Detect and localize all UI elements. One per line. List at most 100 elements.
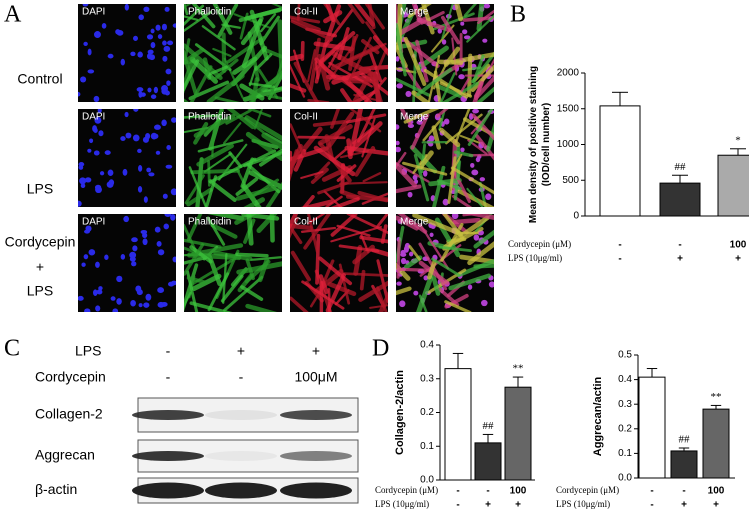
nucleus — [488, 281, 494, 288]
nucleus — [122, 168, 128, 176]
bar — [474, 442, 502, 481]
fiber — [441, 4, 454, 40]
fiber — [353, 4, 376, 27]
nucleus — [396, 83, 403, 89]
fiber — [189, 65, 213, 102]
y-axis-label: Aggrecan/actin — [592, 376, 604, 456]
cells — [396, 109, 494, 207]
fiber — [396, 239, 401, 279]
y-tick-label: 0.3 — [618, 399, 632, 410]
fiber — [223, 57, 244, 99]
image-label: DAPI — [82, 112, 105, 123]
band — [132, 451, 204, 461]
cells — [290, 214, 388, 312]
image-bg — [78, 4, 176, 102]
nucleus — [150, 94, 157, 99]
fiber — [256, 214, 278, 234]
nucleus — [161, 23, 168, 31]
fiber — [269, 214, 275, 243]
fiber — [222, 122, 242, 145]
band — [205, 482, 277, 499]
fiber — [473, 229, 494, 249]
nucleus — [403, 245, 409, 253]
nucleus — [87, 48, 92, 56]
nucleus — [148, 54, 156, 61]
nucleus — [153, 86, 159, 94]
cells — [184, 4, 282, 102]
nucleus — [396, 124, 400, 130]
fiber — [261, 132, 282, 151]
fiber — [184, 4, 205, 26]
fiber — [347, 36, 372, 83]
nucleus — [147, 49, 154, 55]
fiber — [348, 33, 359, 54]
nucleus — [165, 164, 173, 169]
condition-value: - — [682, 486, 685, 497]
y-tick-label: 0.0 — [420, 475, 434, 486]
nucleus — [94, 184, 102, 190]
fiber — [184, 291, 192, 309]
fiber — [213, 250, 253, 262]
fiber — [369, 71, 383, 102]
fiber — [300, 199, 333, 207]
nucleus — [137, 185, 143, 193]
micrograph: Col-II — [290, 109, 388, 207]
bar — [638, 376, 666, 479]
fiber — [184, 47, 205, 65]
fiber — [403, 36, 427, 86]
fiber — [235, 252, 269, 258]
nucleus — [87, 69, 95, 74]
nucleus — [443, 118, 450, 125]
band — [205, 451, 277, 461]
image-label: Phalloidin — [188, 7, 231, 18]
fiber — [290, 296, 309, 312]
fiber — [423, 68, 469, 99]
condition-value: + — [713, 500, 719, 511]
condition-value: + — [312, 343, 320, 359]
nucleus — [166, 80, 171, 86]
nucleus — [107, 169, 114, 176]
fiber — [436, 286, 460, 307]
fiber — [313, 41, 354, 52]
image-bg — [78, 109, 176, 207]
fiber — [359, 269, 366, 291]
fiber — [210, 223, 238, 239]
condition-value: + — [515, 500, 521, 511]
fiber — [244, 115, 282, 142]
fiber — [450, 166, 494, 195]
nucleus — [78, 162, 85, 167]
bar — [670, 450, 698, 479]
fiber — [477, 9, 494, 25]
panel-label: D — [372, 336, 389, 362]
nucleus — [84, 229, 90, 234]
image-label: Col-II — [294, 217, 318, 228]
condition-value: 100 — [730, 240, 747, 251]
bar — [717, 154, 749, 217]
nucleus — [407, 191, 413, 198]
micrograph: Col-II — [290, 214, 388, 312]
fiber — [417, 150, 434, 171]
y-tick-label: 1500 — [557, 103, 580, 114]
bar — [659, 182, 701, 217]
nucleus — [162, 55, 168, 62]
fiber — [314, 61, 320, 80]
condition-label: LPS — [75, 343, 101, 359]
y-tick-label: 0.4 — [420, 340, 434, 351]
nucleus — [405, 90, 412, 98]
nucleus — [137, 148, 142, 154]
nucleus — [164, 6, 170, 12]
band — [205, 410, 277, 420]
fiber — [336, 164, 357, 182]
nucleus — [84, 308, 91, 312]
fiber — [330, 225, 382, 243]
fiber — [290, 223, 313, 231]
condition-value: - — [239, 369, 244, 385]
condition-value: + — [735, 254, 741, 265]
band — [280, 482, 352, 499]
fiber — [240, 18, 263, 46]
nucleus — [413, 290, 419, 296]
condition-label: Cordycepin — [35, 369, 106, 385]
nucleus — [416, 120, 424, 125]
nucleus — [143, 196, 148, 203]
nucleus — [168, 281, 175, 287]
